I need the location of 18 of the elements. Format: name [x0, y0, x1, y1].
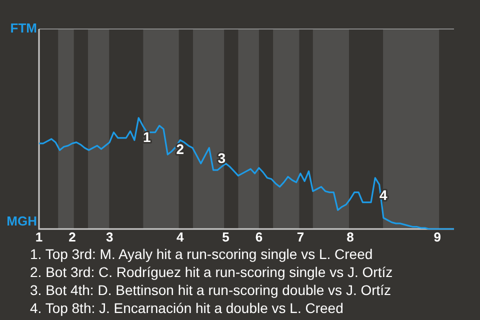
annotation: 1 — [143, 128, 151, 145]
x-tick-label: 8 — [346, 229, 354, 244]
x-tick-label: 9 — [434, 229, 442, 244]
text: 3. Bot 4th: D. Bettinson hit a run-scoring double vs J. Ortíz — [30, 281, 392, 299]
x-tick-label: 5 — [222, 229, 230, 244]
annotation: 3 — [218, 150, 226, 166]
text: 2. Bot 3rd: C. Rodríguez hit a run-scoring single vs J. Ortíz — [30, 263, 394, 281]
x-tick-label: 4 — [176, 229, 184, 244]
x-tick-label: 7 — [296, 229, 304, 244]
x-tick-label: 6 — [255, 229, 263, 244]
x-tick-label: 2 — [68, 229, 76, 244]
text: 1. Top 3rd: M. Ayaly hit a run-scoring single vs L. Creed — [30, 245, 374, 263]
text: MGH — [6, 214, 37, 229]
x-tick-label: 1 — [35, 229, 43, 244]
text: FTM — [10, 20, 37, 36]
text: 4. Top 8th: J. Encarnación hit a double vs L. Creed — [30, 299, 344, 317]
annotation: 2 — [176, 140, 184, 157]
x-tick-label: 3 — [106, 229, 114, 244]
